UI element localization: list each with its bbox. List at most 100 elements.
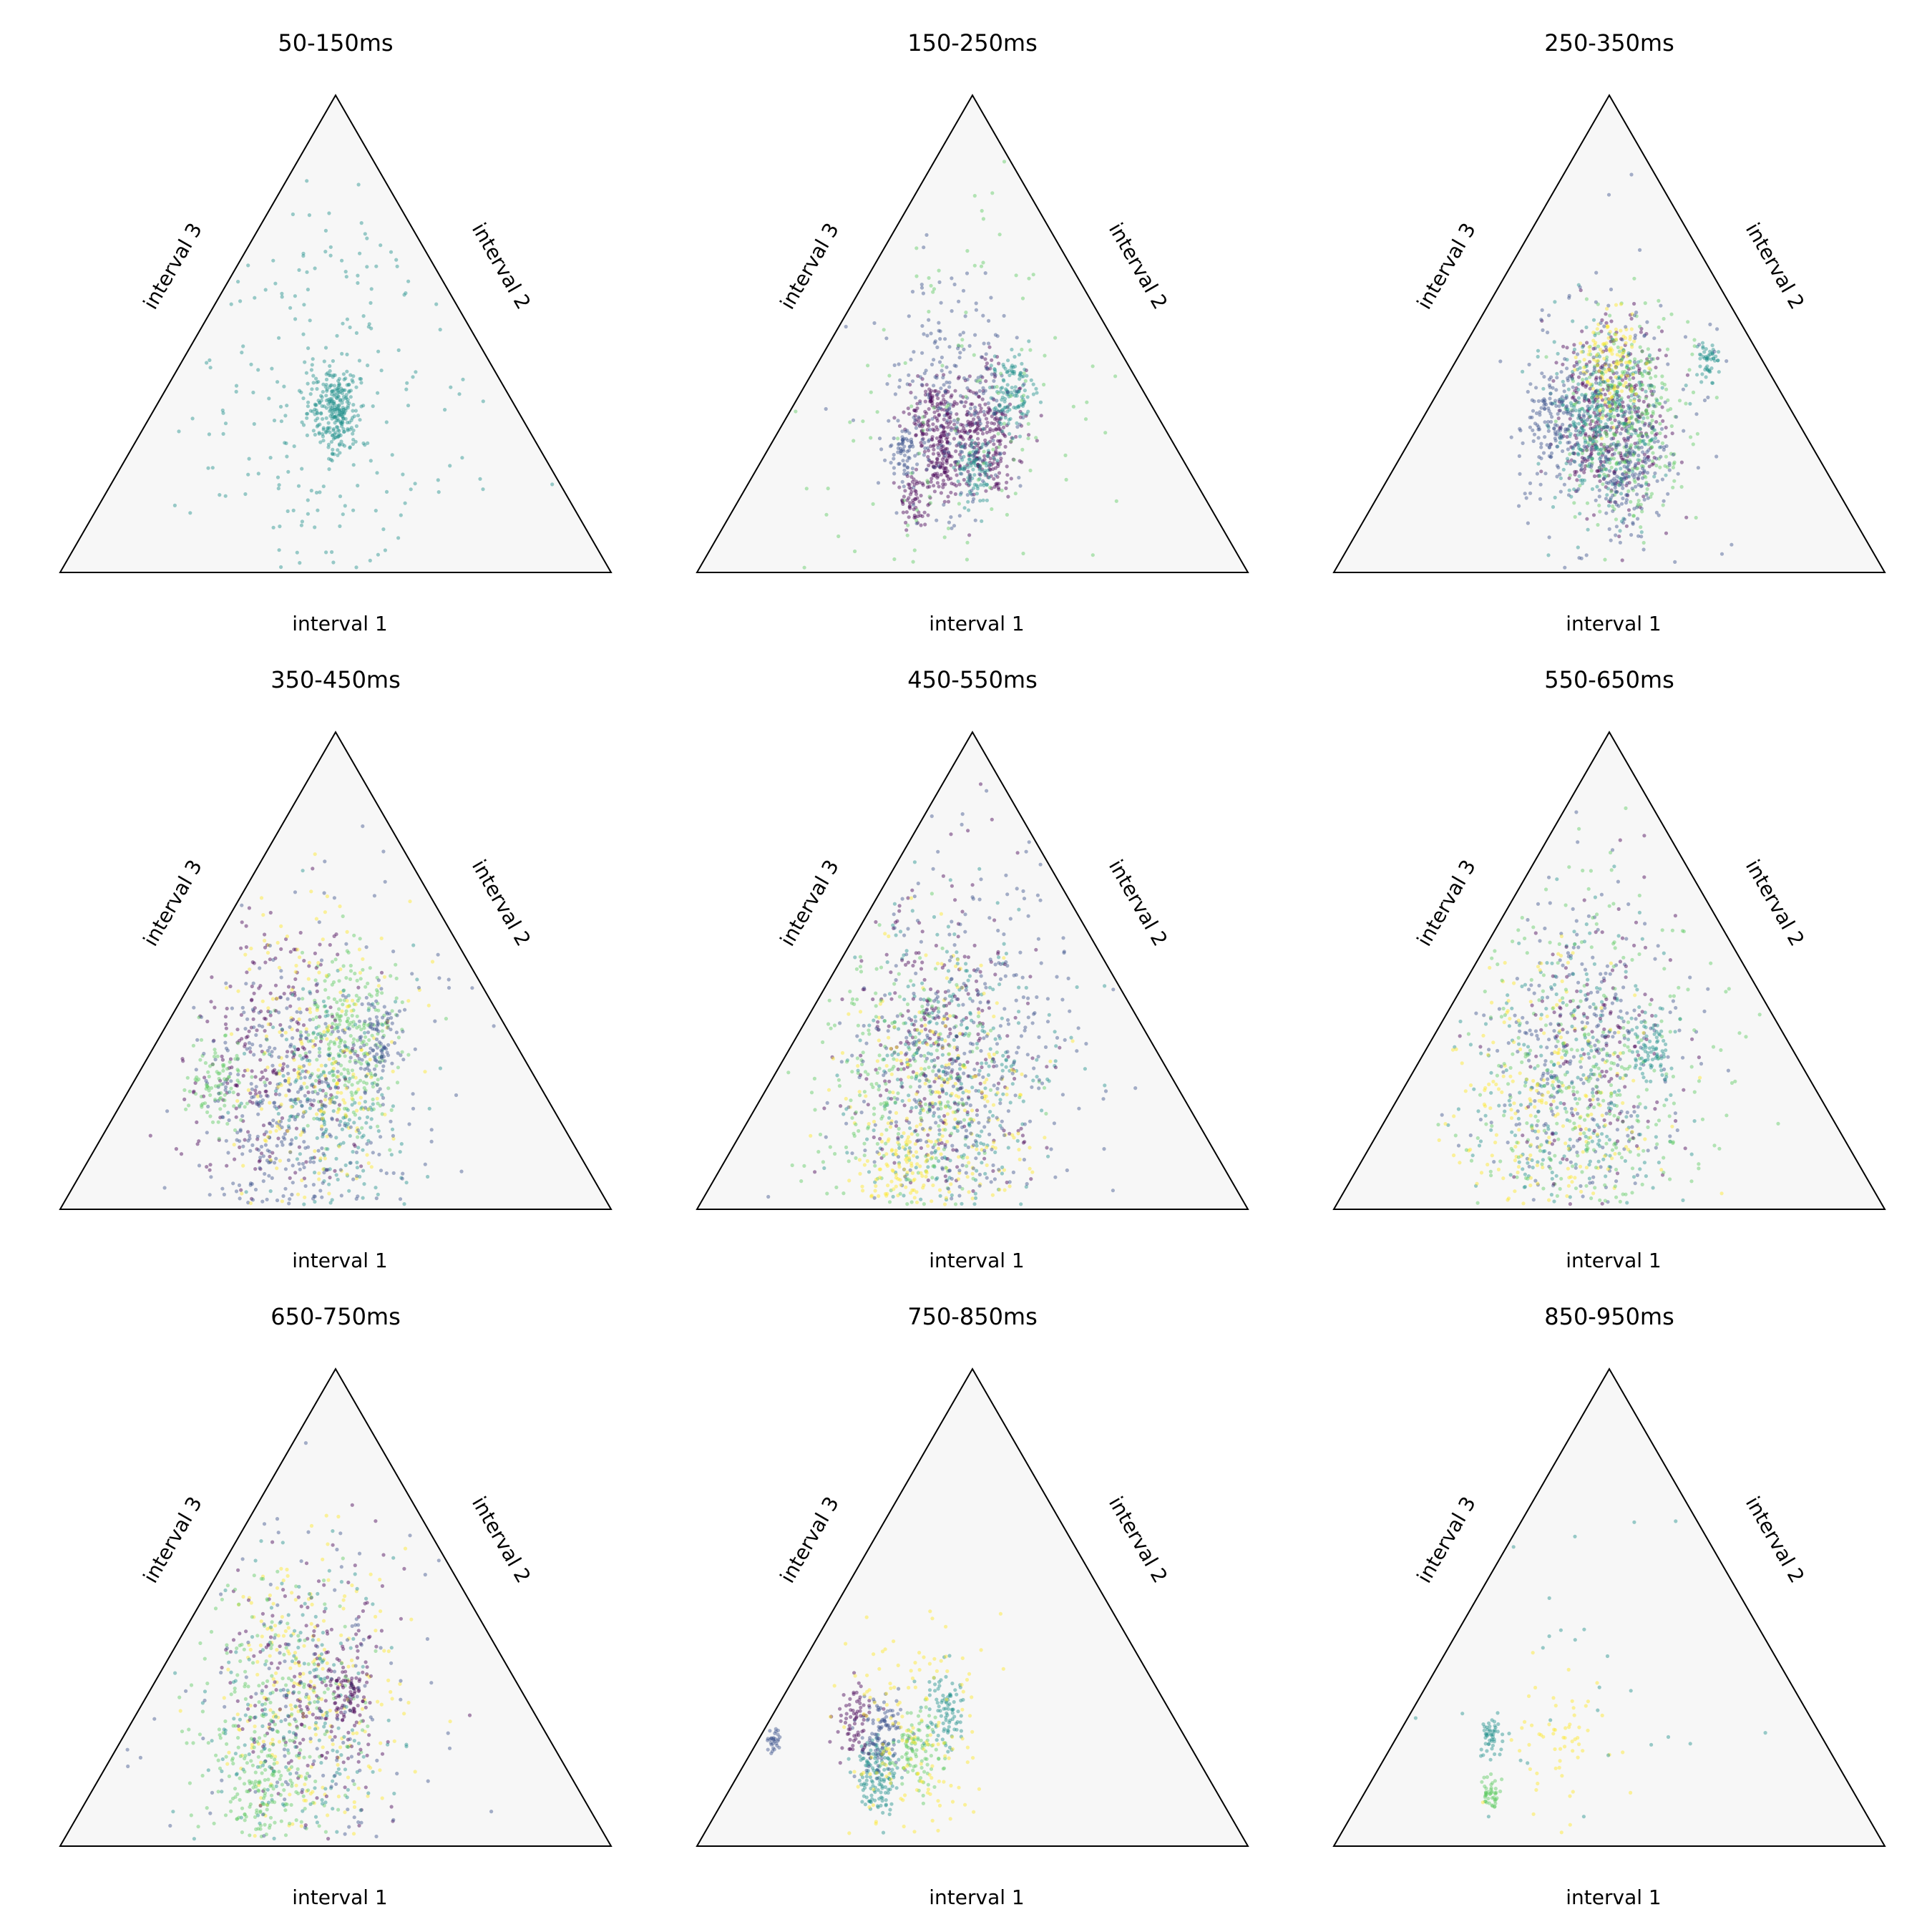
scatter-point bbox=[306, 346, 311, 351]
scatter-point bbox=[426, 1003, 431, 1008]
scatter-point bbox=[1636, 476, 1640, 480]
scatter-point bbox=[276, 487, 280, 491]
scatter-point bbox=[301, 1023, 306, 1028]
scatter-point bbox=[923, 409, 927, 414]
scatter-point bbox=[330, 434, 334, 438]
scatter-point bbox=[973, 429, 977, 433]
scatter-point bbox=[957, 463, 962, 467]
scatter-point bbox=[969, 434, 973, 439]
scatter-point bbox=[1546, 419, 1551, 424]
scatter-point bbox=[981, 462, 985, 466]
scatter-point bbox=[321, 382, 326, 386]
scatter-point bbox=[331, 414, 335, 419]
scatter-point bbox=[236, 989, 240, 993]
scatter-point bbox=[900, 500, 904, 504]
scatter-point bbox=[1563, 357, 1567, 361]
scatter-point bbox=[380, 1049, 384, 1054]
scatter-point bbox=[184, 1107, 188, 1111]
scatter-point bbox=[210, 975, 214, 980]
scatter-point bbox=[364, 985, 368, 989]
scatter-point bbox=[948, 402, 952, 406]
scatter-point bbox=[996, 462, 1000, 467]
scatter-point bbox=[1536, 399, 1541, 404]
scatter-point bbox=[390, 1061, 394, 1065]
scatter-point bbox=[277, 965, 281, 970]
scatter-point bbox=[331, 980, 336, 985]
scatter-point bbox=[1651, 451, 1655, 455]
scatter-point bbox=[1038, 400, 1043, 404]
scatter-point bbox=[995, 389, 1000, 394]
scatter-point bbox=[986, 454, 990, 459]
scatter-point bbox=[1498, 359, 1503, 364]
scatter-point bbox=[1619, 467, 1623, 471]
scatter-point bbox=[295, 1010, 299, 1014]
scatter-point bbox=[1594, 430, 1599, 434]
scatter-point bbox=[238, 1128, 243, 1133]
scatter-point bbox=[997, 482, 1001, 486]
scatter-point bbox=[315, 1058, 319, 1062]
scatter-point bbox=[945, 365, 949, 369]
scatter-point bbox=[265, 1077, 269, 1081]
scatter-point bbox=[995, 459, 1000, 463]
scatter-point bbox=[1000, 412, 1005, 416]
scatter-point bbox=[390, 453, 394, 457]
scatter-point bbox=[251, 390, 255, 395]
scatter-point bbox=[947, 432, 951, 436]
scatter-point bbox=[317, 431, 321, 435]
scatter-point bbox=[318, 400, 322, 404]
scatter-point bbox=[1615, 474, 1619, 479]
axis-label-right: interval 2 bbox=[467, 219, 535, 313]
scatter-point bbox=[1591, 386, 1595, 391]
scatter-point bbox=[908, 383, 912, 387]
scatter-point bbox=[1692, 338, 1697, 342]
scatter-point bbox=[260, 1025, 265, 1029]
scatter-point bbox=[336, 1029, 341, 1033]
scatter-point bbox=[1622, 517, 1626, 522]
scatter-point bbox=[1536, 462, 1541, 466]
scatter-point bbox=[954, 460, 958, 464]
scatter-point bbox=[919, 494, 923, 498]
scatter-point bbox=[193, 1092, 198, 1096]
scatter-point bbox=[1599, 469, 1604, 473]
scatter-point bbox=[310, 363, 314, 367]
scatter-point bbox=[974, 441, 978, 446]
scatter-point bbox=[400, 1000, 404, 1005]
scatter-point bbox=[436, 490, 441, 494]
scatter-point bbox=[311, 429, 316, 433]
scatter-point bbox=[1020, 347, 1024, 352]
scatter-point bbox=[913, 497, 917, 502]
scatter-point bbox=[341, 410, 345, 414]
scatter-point bbox=[959, 444, 963, 449]
scatter-point bbox=[1009, 365, 1014, 369]
scatter-point bbox=[195, 1120, 199, 1124]
scatter-point bbox=[997, 426, 1002, 431]
scatter-point bbox=[1650, 419, 1654, 423]
scatter-point bbox=[248, 967, 252, 972]
scatter-point bbox=[1577, 413, 1581, 417]
scatter-point bbox=[268, 1080, 272, 1085]
scatter-point bbox=[268, 1130, 273, 1134]
scatter-point bbox=[351, 463, 356, 467]
scatter-point bbox=[1022, 382, 1026, 386]
scatter-point bbox=[899, 1134, 904, 1138]
scatter-point bbox=[969, 413, 973, 417]
scatter-point bbox=[343, 1054, 347, 1058]
scatter-point bbox=[937, 328, 941, 333]
scatter-point bbox=[374, 1063, 379, 1068]
scatter-point bbox=[1531, 428, 1535, 432]
scatter-point bbox=[930, 437, 934, 441]
scatter-point bbox=[1626, 462, 1631, 467]
scatter-point bbox=[316, 1032, 320, 1037]
scatter-point bbox=[1642, 441, 1647, 446]
scatter-point bbox=[909, 487, 913, 491]
scatter-point bbox=[1528, 415, 1532, 420]
scatter-point bbox=[301, 997, 305, 1001]
scatter-point bbox=[871, 502, 875, 507]
scatter-point bbox=[1611, 431, 1616, 436]
scatter-point bbox=[853, 549, 857, 554]
scatter-point bbox=[939, 436, 943, 441]
scatter-point bbox=[1028, 348, 1033, 352]
scatter-point bbox=[964, 400, 968, 404]
scatter-point bbox=[1003, 396, 1008, 401]
scatter-point bbox=[1626, 508, 1631, 512]
